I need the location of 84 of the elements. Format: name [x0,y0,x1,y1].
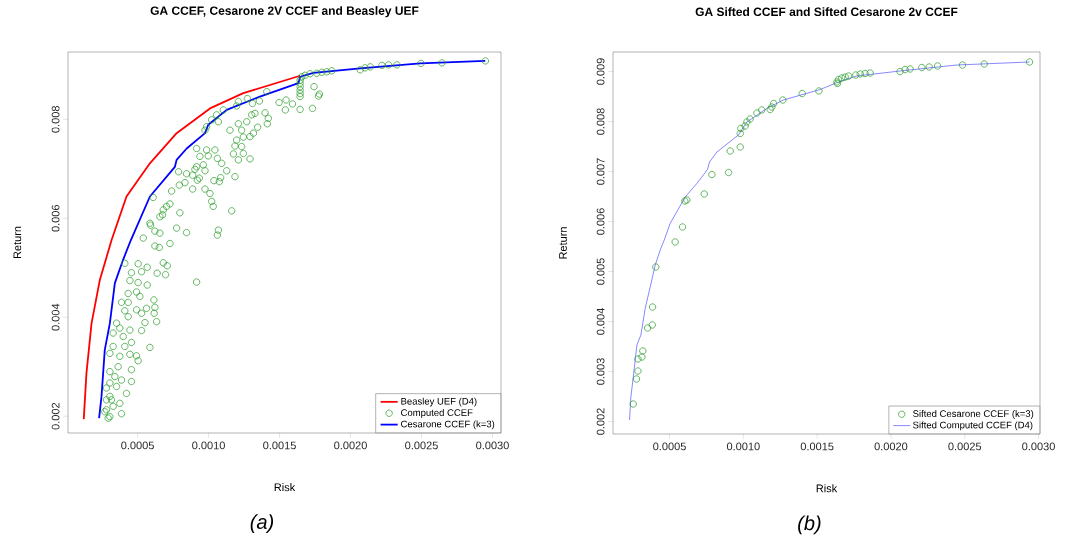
x-tick-label: 0.0025 [405,441,438,450]
point [896,67,904,76]
y-tick-label: 0.006 [596,208,605,235]
point [736,129,744,138]
point [736,143,744,151]
x-tick-label: 0.0015 [263,441,296,450]
point [861,69,869,78]
x-tick-label: 0.0010 [726,442,760,451]
y-tick-label: 0.003 [596,358,605,385]
y-tick-label: 0.004 [51,303,60,331]
point [632,375,641,383]
point [768,103,776,111]
point [770,99,778,108]
point [901,65,909,74]
point [1025,58,1034,66]
y-tick-label: 0.005 [596,258,605,285]
text: (b) [798,515,821,535]
point [753,109,761,117]
x-tick-label: 0.0010 [192,441,225,450]
y-axis-title: Return [13,226,22,259]
y-tick-label: 0.008 [51,106,60,133]
x-tick-label: 0.0020 [874,442,908,451]
point [856,70,864,78]
line-series [82,74,302,421]
point [779,96,787,104]
y-axis-title: Return [559,227,567,259]
point [852,71,860,79]
point [834,75,843,84]
point [934,62,942,70]
point [671,238,679,246]
point [700,190,708,198]
point [798,89,806,98]
point [652,263,660,271]
y-tick-label: 0.006 [51,204,60,232]
point [866,69,874,77]
point [845,72,853,80]
point [815,87,823,95]
x-tick-label: 0.0020 [334,441,367,450]
x-tick-label: 0.0030 [476,441,509,450]
y-tick-label: 0.007 [596,158,605,185]
point [649,303,657,311]
legend-label: Cesarone CCEF (k=3) [401,420,495,430]
point [678,223,687,231]
point [708,170,716,179]
legend-label: Computed CCEF [401,409,473,418]
point [634,367,642,375]
x-tick-label: 0.0005 [653,442,686,451]
point [743,118,751,126]
point [639,347,647,355]
legend-label: Beasley UEF (D4) [401,397,477,407]
point [638,353,646,361]
text: (a) [250,514,274,533]
x-axis-title: Risk [274,483,296,492]
y-tick-label: 0.009 [596,58,605,85]
point [648,321,656,329]
point [918,63,926,72]
point [737,124,745,133]
x-tick-label: 0.0030 [1022,442,1055,451]
point [758,106,766,114]
point [741,122,749,130]
y-tick-label: 0.008 [596,108,605,135]
chart-title: GA CCEF, Cesarone 2V CCEF and Beasley UEF [150,6,419,18]
point [725,168,733,177]
legend-label: Sifted Cesarone CCEF (k=3) [913,410,1034,419]
point [634,355,642,363]
y-tick-label: 0.002 [51,402,60,430]
chart-title: GA Sifted CCEF and Sifted Cesarone 2v CCEF [695,7,958,17]
x-tick-label: 0.0025 [948,442,982,451]
y-tick-label: 0.004 [596,308,605,335]
x-tick-label: 0.0005 [121,441,154,450]
point [629,400,637,408]
point [925,63,933,71]
point [906,65,914,73]
point [958,61,967,69]
x-axis-title: Risk [816,484,838,493]
point [841,73,849,81]
point [726,147,734,155]
point [643,324,652,332]
point [980,60,988,68]
point [746,115,754,123]
x-tick-label: 0.0015 [800,442,834,451]
y-tick-label: 0.002 [596,408,605,435]
legend-label: Sifted Computed CCEF (D4) [913,421,1033,431]
point [766,105,774,114]
